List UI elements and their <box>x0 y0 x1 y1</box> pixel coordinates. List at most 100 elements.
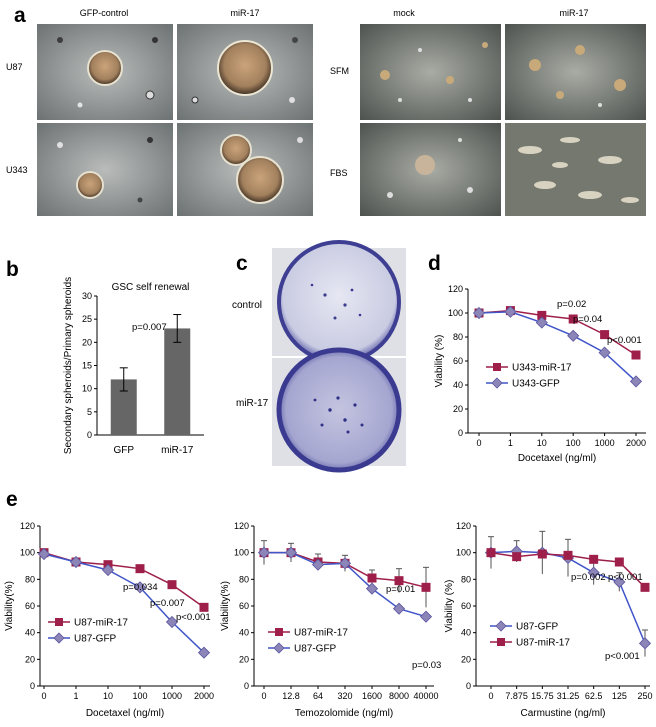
x-tick-label: 1 <box>73 691 78 701</box>
series-line <box>478 309 637 356</box>
series-point <box>614 557 624 567</box>
series-point <box>365 582 379 595</box>
series-point <box>101 563 115 577</box>
y-tick-label: 40 <box>239 628 249 638</box>
chart-title: GSC self renewal <box>112 282 190 293</box>
y-tick-label: 80 <box>461 574 471 584</box>
p-value-annotation: p=0.007 <box>150 598 185 609</box>
panel-label-c: c <box>236 252 248 275</box>
p-value-annotation: p<0.001 <box>607 335 642 346</box>
series-point <box>537 549 547 559</box>
y-tick-label: 15 <box>82 361 92 371</box>
p-value-annotation: p<0.001 <box>605 651 640 662</box>
series-point <box>567 329 580 342</box>
micro-row-label-sfm: SFM <box>330 66 349 76</box>
p-value-annotation: p=0.007 <box>132 322 167 333</box>
y-tick-label: 0 <box>458 428 463 438</box>
series-point <box>37 547 51 561</box>
x-tick-label: 1 <box>508 438 513 448</box>
y-tick-label: 60 <box>239 601 249 611</box>
micro-row-label-u343: U343 <box>6 165 28 175</box>
p-value-annotation: p=0.01 <box>386 584 415 595</box>
series-point <box>600 330 610 340</box>
x-axis-label: Docetaxel (ng/ml) <box>518 453 596 464</box>
p-value-annotation: p=0.03 <box>412 660 441 671</box>
x-tick-label: 1000 <box>595 438 615 448</box>
panel-label-b: b <box>6 258 19 281</box>
series-point <box>535 316 548 329</box>
series-line <box>43 553 205 654</box>
series-point <box>69 555 83 569</box>
x-tick-label: 125 <box>612 691 627 701</box>
x-tick-label: 7.875 <box>505 691 528 701</box>
micro-col-label-mock: mock <box>393 8 415 18</box>
y-tick-label: 100 <box>456 548 471 558</box>
micrograph-u343-mir17 <box>177 123 313 216</box>
series-point <box>338 557 352 570</box>
series-point <box>284 546 298 559</box>
y-tick-label: 80 <box>453 332 463 342</box>
legend-marker <box>53 632 65 644</box>
p-value-annotation: p<0.001 <box>176 612 211 623</box>
panel-label-e: e <box>6 488 18 511</box>
series-point <box>199 602 209 612</box>
micro-col-label-mir17-right: miR-17 <box>559 8 588 18</box>
y-axis-label: Viability(%) <box>4 581 15 631</box>
series-point <box>568 314 578 324</box>
panel-label-a: a <box>14 4 26 27</box>
x-axis-label: Carmustine (ng/ml) <box>520 708 605 719</box>
x-tick-label: 40000 <box>413 691 438 701</box>
x-tick-label: 31.25 <box>557 691 580 701</box>
series-point <box>197 646 211 659</box>
y-tick-label: 120 <box>20 521 35 531</box>
series-point <box>167 580 177 590</box>
x-axis-label: Temozolomide (ng/ml) <box>295 708 393 719</box>
series-point <box>135 564 145 574</box>
plate-label-mir17: miR-17 <box>236 398 269 409</box>
series-point <box>629 375 643 388</box>
legend-marker <box>497 638 505 646</box>
legend-label: U87-miR-17 <box>516 638 570 649</box>
legend-marker <box>273 642 285 654</box>
series-point <box>419 610 433 623</box>
p-value-annotation: p=0.04 <box>573 314 602 325</box>
y-tick-label: 40 <box>25 628 35 638</box>
micrograph-u87-mir17 <box>177 24 313 120</box>
x-tick-label: 2000 <box>626 438 646 448</box>
x-tick-label: 320 <box>337 691 352 701</box>
micro-row-label-u87: U87 <box>6 62 23 72</box>
y-tick-label: 20 <box>82 337 92 347</box>
y-axis-label: Viability (%) <box>434 335 445 388</box>
y-tick-label: 0 <box>87 430 92 440</box>
y-tick-label: 60 <box>461 601 471 611</box>
legend-marker <box>495 620 507 632</box>
series-point <box>311 558 325 571</box>
x-axis-label: Docetaxel (ng/ml) <box>86 708 164 719</box>
micrograph-u87-gfp <box>37 24 173 120</box>
micro-col-label-mir17: miR-17 <box>230 8 259 18</box>
x-tick-label: 1600 <box>362 691 382 701</box>
y-tick-label: 10 <box>82 384 92 394</box>
x-tick-label: GFP <box>113 445 134 456</box>
series-point <box>638 637 652 650</box>
p-value-annotation: p=0.02 <box>557 299 586 310</box>
y-axis-label: Secondary spheroids/Primary spheroids <box>63 277 74 454</box>
x-tick-label: 15.75 <box>531 691 554 701</box>
y-tick-label: 120 <box>234 521 249 531</box>
x-tick-label: 12.8 <box>282 691 300 701</box>
series-point <box>589 554 599 564</box>
y-tick-label: 40 <box>461 628 471 638</box>
x-tick-label: 0 <box>261 691 266 701</box>
y-tick-label: 0 <box>244 681 249 691</box>
legend-marker <box>491 377 503 389</box>
series-point <box>421 582 431 592</box>
y-tick-label: 20 <box>461 654 471 664</box>
series-point <box>537 310 547 320</box>
micrograph-u343-gfp <box>37 123 173 216</box>
p-value-annotation: p=0.002 <box>571 572 606 583</box>
chart-e2: 0 20 40 60 80 100 120 Viability(%) Temozolomide … <box>220 521 441 719</box>
y-tick-label: 20 <box>239 654 249 664</box>
y-tick-label: 120 <box>456 521 471 531</box>
y-tick-label: 100 <box>20 548 35 558</box>
